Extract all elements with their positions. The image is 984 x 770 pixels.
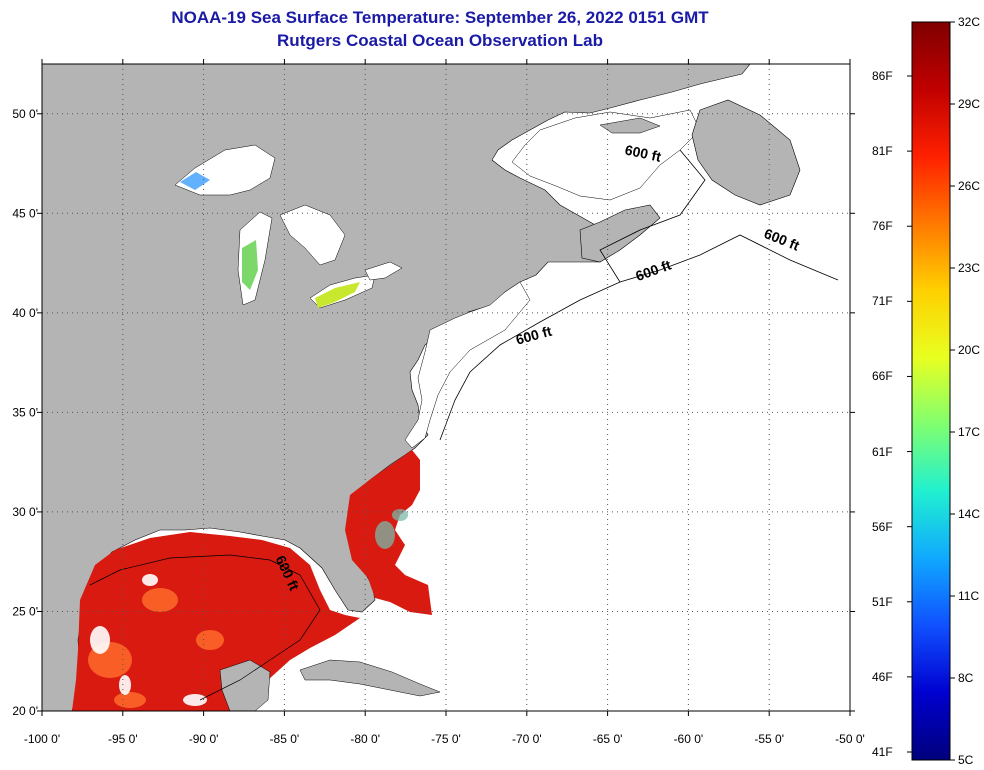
lat-tick-label: 35 0' [12,405,38,419]
colorbar-label-f: 41F [872,745,893,759]
colorbar-label-f: 61F [872,444,893,459]
colorbar-label-c: 14C [958,507,981,521]
axis-ticks [37,59,855,716]
lat-tick-label: 25 0' [12,604,38,618]
lat-tick-label: 20 0' [12,704,38,718]
colorbar-label-f: 56F [872,519,893,534]
colorbar-label-c: 8C [958,671,974,685]
colorbar-label-c: 32C [958,15,981,29]
lat-tick-label: 40 0' [12,306,38,320]
colorbar-label-c: 29C [958,97,981,111]
colorbar-label-f: 76F [872,219,893,234]
lon-tick-label: -90 0' [189,732,219,746]
colorbar-label-f: 51F [872,594,893,609]
lat-tick-label: 45 0' [12,206,38,220]
colorbar-label-f: 81F [872,144,893,159]
lake-michigan-sst [242,240,258,290]
lon-tick-label: -60 0' [674,732,704,746]
colorbar-label-c: 11C [958,589,980,603]
colorbar-label-c: 26C [958,179,981,193]
lon-tick-label: -75 0' [431,732,461,746]
gulf-sst-cloud [90,574,207,706]
colorbar-label-f: 46F [872,669,893,684]
colorbar-label-f: 71F [872,294,893,309]
depth-contour-600ft [439,149,839,441]
colorbar-label-c: 23C [958,261,981,275]
land-cuba [299,659,441,697]
land-newfoundland [691,99,801,206]
lon-tick-label: -65 0' [593,732,623,746]
lon-tick-label: -70 0' [512,732,542,746]
lake-superior-sst [180,172,210,190]
lat-tick-label: 30 0' [12,505,38,519]
longitude-labels: -100 0' -95 0' -90 0' -85 0' -80 0' -75 0' -70… [24,732,865,746]
lon-tick-label: -95 0' [108,732,138,746]
gulf-st-lawrence [511,109,701,201]
colorbar-ticks [907,21,955,761]
lake-erie-sst [315,282,360,308]
latitude-labels: 20 0' 25 0' 30 0' 35 0' 40 0' 45 0' 50 0' [12,107,38,718]
map-subtitle: Rutgers Coastal Ocean Observation Lab [277,31,603,50]
map-title: NOAA-19 Sea Surface Temperature: Septemb… [171,8,709,27]
lon-tick-label: -85 0' [270,732,300,746]
colorbar-label-f: 66F [872,369,893,384]
colorbar-label-c: 17C [958,425,981,439]
lat-tick-label: 50 0' [12,107,38,121]
land-north-america [41,63,751,712]
lon-tick-label: -80 0' [350,732,380,746]
land-yucatan [219,659,271,712]
lon-tick-label: -50 0' [835,732,865,746]
colorbar-label-c: 5C [958,753,974,767]
atlantic-sst-cool [375,509,408,549]
depth-contour-gulf [89,554,321,701]
lon-tick-label: -55 0' [754,732,784,746]
land-anticosti [599,117,661,134]
contour-label: 600 ft [623,141,662,164]
colorbar-label-c: 20C [958,343,981,357]
coastal-water [404,281,531,449]
colorbar [911,21,951,761]
lon-tick-label: -100 0' [24,732,60,746]
colorbar-label-f: 86F [872,69,893,83]
